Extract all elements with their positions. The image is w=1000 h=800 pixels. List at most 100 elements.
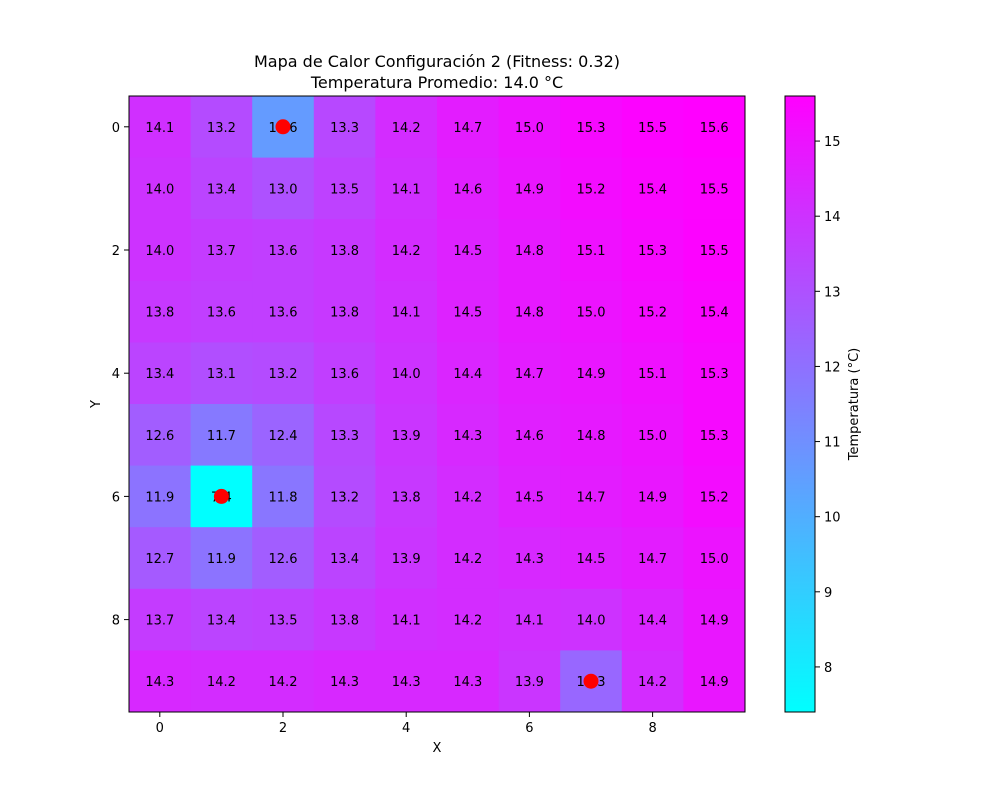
heatmap-cell bbox=[621, 280, 684, 343]
heatmap-cell bbox=[375, 157, 438, 220]
cell-value-label: 13.6 bbox=[269, 306, 298, 321]
heatmap-cell bbox=[560, 280, 623, 343]
cell-value-label: 14.1 bbox=[515, 614, 544, 629]
x-tick-label: 0 bbox=[156, 721, 164, 736]
heatmap-cell bbox=[252, 157, 315, 220]
heatmap-cell bbox=[252, 219, 315, 282]
x-tick-label: 6 bbox=[525, 721, 533, 736]
colorbar-tick-label: 10 bbox=[824, 511, 841, 526]
cell-value-label: 14.7 bbox=[638, 552, 667, 567]
cell-value-label: 14.4 bbox=[453, 367, 482, 382]
heatmap-cell bbox=[190, 404, 253, 467]
cell-value-label: 11.7 bbox=[207, 429, 236, 444]
cell-value-label: 13.1 bbox=[207, 367, 236, 382]
colorbar-tick-label: 9 bbox=[824, 586, 832, 601]
cell-value-label: 13.5 bbox=[330, 182, 359, 197]
cell-value-label: 13.8 bbox=[392, 490, 421, 505]
cell-value-label: 15.5 bbox=[700, 244, 729, 259]
heatmap-cell bbox=[190, 280, 253, 343]
heatmap-cell bbox=[375, 342, 438, 405]
cell-value-label: 13.6 bbox=[207, 306, 236, 321]
heatmap-cell bbox=[498, 650, 561, 712]
heatmap-cell bbox=[498, 157, 561, 220]
heatmap-cell bbox=[437, 527, 500, 590]
heatmap-cell bbox=[621, 342, 684, 405]
cell-value-label: 14.7 bbox=[577, 490, 606, 505]
cell-value-label: 13.0 bbox=[269, 182, 298, 197]
colorbar-tick-label: 8 bbox=[824, 661, 832, 676]
cell-value-label: 15.0 bbox=[700, 552, 729, 567]
heatmap-cell bbox=[437, 404, 500, 467]
cell-value-label: 14.0 bbox=[145, 182, 174, 197]
colorbar-ticks: 8 9 10 11 12 13 14 15 bbox=[815, 135, 841, 676]
heatmap-cell bbox=[437, 588, 500, 651]
cell-value-label: 14.2 bbox=[638, 675, 667, 690]
heatmap-cell bbox=[190, 527, 253, 590]
heatmap-cell bbox=[498, 527, 561, 590]
cell-value-label: 14.0 bbox=[392, 367, 421, 382]
cell-value-label: 14.1 bbox=[392, 306, 421, 321]
cell-value-label: 15.4 bbox=[638, 182, 667, 197]
cell-value-label: 13.6 bbox=[269, 244, 298, 259]
cell-value-label: 11.9 bbox=[145, 490, 174, 505]
x-tick-label: 4 bbox=[402, 721, 410, 736]
heatmap-cell bbox=[190, 219, 253, 282]
heatmap-cell bbox=[375, 527, 438, 590]
heatmap-cell bbox=[190, 650, 253, 712]
colorbar-tick-label: 11 bbox=[824, 436, 841, 451]
cell-value-label: 13.7 bbox=[207, 244, 236, 259]
heatmap-cell bbox=[498, 588, 561, 651]
cell-value-label: 14.8 bbox=[515, 244, 544, 259]
heatmap-cell bbox=[683, 404, 745, 467]
cell-value-label: 14.9 bbox=[700, 675, 729, 690]
heatmap-cell bbox=[560, 96, 623, 159]
cell-value-label: 14.0 bbox=[577, 614, 606, 629]
cell-value-label: 14.3 bbox=[453, 675, 482, 690]
heatmap-cell bbox=[560, 404, 623, 467]
heatmap-cell bbox=[313, 342, 376, 405]
cell-value-label: 13.4 bbox=[207, 182, 236, 197]
heatmap-cell bbox=[498, 342, 561, 405]
heatmap-cell bbox=[313, 588, 376, 651]
heatmap-cell bbox=[313, 650, 376, 712]
heatmap-cell bbox=[683, 157, 745, 220]
cell-value-label: 15.1 bbox=[577, 244, 606, 259]
heatmap-cell bbox=[190, 588, 253, 651]
heatmap-cell bbox=[621, 588, 684, 651]
heatmap-cell bbox=[129, 219, 192, 282]
cell-value-label: 14.8 bbox=[515, 306, 544, 321]
x-tick-label: 2 bbox=[279, 721, 287, 736]
heatmap-cells bbox=[129, 96, 745, 712]
cell-value-label: 14.5 bbox=[453, 306, 482, 321]
heatmap-cell bbox=[560, 465, 623, 528]
heatmap-cell bbox=[252, 465, 315, 528]
heatmap-cell bbox=[437, 157, 500, 220]
heatmap-cell bbox=[437, 465, 500, 528]
cell-value-label: 14.1 bbox=[392, 182, 421, 197]
cell-value-label: 12.4 bbox=[269, 429, 298, 444]
cell-value-label: 12.6 bbox=[145, 429, 174, 444]
cell-value-label: 14.6 bbox=[453, 182, 482, 197]
cell-value-label: 14.9 bbox=[638, 490, 667, 505]
heatmap-cell bbox=[437, 96, 500, 159]
heatmap-cell bbox=[437, 650, 500, 712]
sensor-marker bbox=[275, 119, 291, 135]
heatmap-cell bbox=[129, 650, 192, 712]
y-tick-label: 8 bbox=[112, 614, 120, 629]
heatmap-cell bbox=[560, 342, 623, 405]
heatmap-cell bbox=[129, 157, 192, 220]
heatmap-cell bbox=[129, 342, 192, 405]
heatmap-cell bbox=[498, 465, 561, 528]
cell-value-label: 15.3 bbox=[577, 121, 606, 136]
heatmap-cell bbox=[375, 219, 438, 282]
heatmap-cell bbox=[683, 588, 745, 651]
cell-value-label: 15.2 bbox=[638, 306, 667, 321]
heatmap-cell bbox=[621, 219, 684, 282]
heatmap-cell bbox=[560, 588, 623, 651]
heatmap-cell bbox=[313, 465, 376, 528]
cell-value-label: 13.9 bbox=[392, 429, 421, 444]
heatmap-cell bbox=[683, 280, 745, 343]
heatmap-cell bbox=[683, 342, 745, 405]
x-tick-label: 8 bbox=[648, 721, 656, 736]
